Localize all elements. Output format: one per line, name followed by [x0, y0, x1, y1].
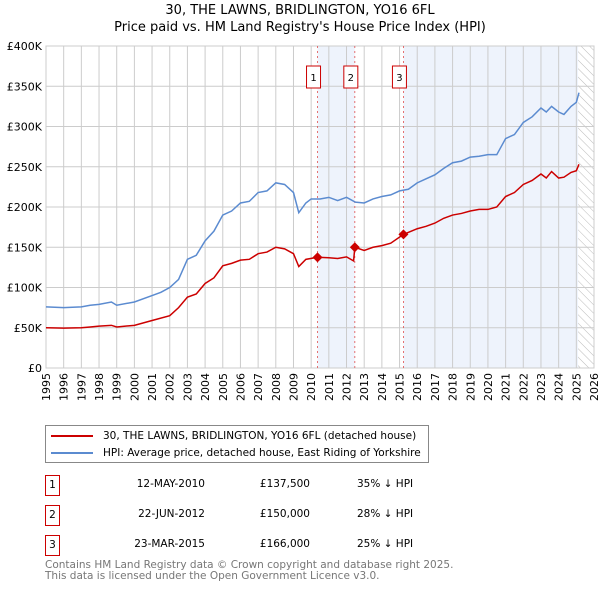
x-tick-label: 2024	[553, 373, 566, 401]
y-tick-label: £50K	[14, 322, 43, 335]
x-tick-label: 2026	[588, 373, 600, 401]
x-tick-label: 1998	[93, 373, 106, 401]
sale-hpi: 25% ↓ HPI	[357, 538, 414, 550]
x-tick-label: 2002	[164, 373, 177, 401]
x-tick-label: 2001	[146, 373, 159, 401]
sale-label-box	[343, 65, 359, 89]
sale-hpi: 28% ↓ HPI	[357, 508, 414, 520]
sale-label-box	[306, 65, 322, 89]
table-row: 2 22-JUN-2012 £150,000 28% ↓ HPI	[45, 505, 445, 526]
sale-point	[312, 252, 323, 263]
x-tick-label: 2020	[482, 373, 495, 401]
y-tick-label: £0	[28, 362, 42, 375]
x-tick-label: 2022	[517, 373, 530, 401]
sale-date: 23-MAR-2015	[134, 538, 205, 550]
x-tick-label: 2025	[570, 373, 583, 401]
y-tick-label: £400K	[7, 40, 43, 53]
x-tick-label: 2010	[305, 373, 318, 401]
footer-licence: This data is licensed under the Open Gov…	[45, 570, 380, 582]
x-tick-label: 2009	[287, 373, 300, 401]
plot-frame	[45, 45, 595, 369]
x-tick-label: 2003	[181, 373, 194, 401]
legend: 30, THE LAWNS, BRIDLINGTON, YO16 6FL (de…	[45, 425, 429, 463]
sale-date: 22-JUN-2012	[138, 508, 205, 520]
x-tick-label: 1997	[75, 373, 88, 401]
legend-swatch-red	[51, 435, 93, 437]
x-tick-label: 2005	[217, 373, 230, 401]
x-tick-label: 2011	[323, 373, 336, 401]
legend-item-property: 30, THE LAWNS, BRIDLINGTON, YO16 6FL (de…	[51, 428, 416, 444]
sale-label: 2	[348, 73, 354, 84]
sale-marker: 2	[45, 505, 60, 526]
x-tick-label: 2006	[234, 373, 247, 401]
sale-marker: 1	[45, 475, 60, 496]
y-tick-label: £200K	[7, 201, 43, 214]
sale-marker: 3	[45, 535, 60, 556]
x-tick-label: 1999	[111, 373, 124, 401]
sale-label-box	[391, 65, 407, 89]
y-tick-label: £150K	[7, 241, 43, 254]
chart-subtitle: Price paid vs. HM Land Registry's House …	[114, 20, 486, 35]
legend-label: HPI: Average price, detached house, East…	[103, 447, 421, 459]
sale-price: £150,000	[259, 508, 310, 520]
sale-date: 12-MAY-2010	[136, 478, 205, 490]
x-tick-label: 2017	[429, 373, 442, 401]
table-row: 1 12-MAY-2010 £137,500 35% ↓ HPI	[45, 475, 445, 496]
price-chart: 1995 1996 1997 1998 1999 2000 2001 2002 2003 2004…	[7, 40, 600, 401]
sale-point	[398, 229, 409, 240]
x-tick-label: 2015	[394, 373, 407, 401]
legend-item-hpi: HPI: Average price, detached house, East…	[51, 445, 421, 461]
property-price-line	[45, 164, 580, 329]
x-tick-label: 2007	[252, 373, 265, 401]
y-tick-label: £300K	[7, 121, 43, 134]
x-tick-label: 2018	[447, 373, 460, 401]
x-tick-label: 2016	[411, 373, 424, 401]
legend-label: 30, THE LAWNS, BRIDLINGTON, YO16 6FL (de…	[103, 430, 417, 442]
sale-label: 3	[396, 73, 402, 84]
sale-hpi: 35% ↓ HPI	[357, 478, 414, 490]
x-tick-label: 1996	[58, 373, 71, 401]
footer: Contains HM Land Registry data © Crown c…	[45, 560, 453, 582]
x-tick-label: 2023	[535, 373, 548, 401]
x-tick-label: 2004	[199, 373, 212, 401]
x-tick-label: 2014	[376, 373, 389, 401]
x-tick-label: 2000	[128, 373, 141, 401]
x-tick-label: 2019	[464, 373, 477, 401]
footer-copyright: Contains HM Land Registry data © Crown c…	[45, 559, 454, 571]
sale-point	[349, 242, 360, 253]
y-tick-label: £250K	[7, 161, 43, 174]
legend-swatch-blue	[51, 452, 93, 454]
x-tick-label: 2021	[500, 373, 513, 401]
sale-label: 1	[310, 73, 316, 84]
x-tick-label: 2013	[358, 373, 371, 401]
x-tick-label: 2008	[270, 373, 283, 401]
table-row: 3 23-MAR-2015 £166,000 25% ↓ HPI	[45, 535, 445, 556]
x-tick-label: 1995	[40, 373, 53, 401]
y-tick-label: £350K	[7, 80, 43, 93]
sale-price: £166,000	[259, 538, 310, 550]
y-tick-label: £100K	[7, 282, 43, 295]
hpi-line	[45, 92, 580, 309]
chart-title: 30, THE LAWNS, BRIDLINGTON, YO16 6FL	[165, 3, 435, 18]
sale-price: £137,500	[259, 478, 310, 490]
x-tick-label: 2012	[341, 373, 354, 401]
